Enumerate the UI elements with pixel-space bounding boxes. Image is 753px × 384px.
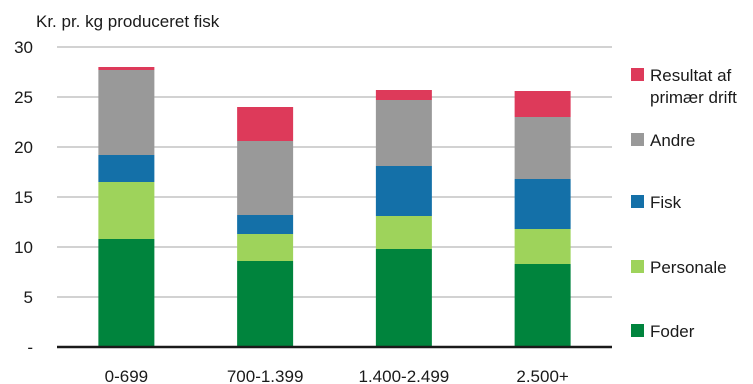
bar-segment (514, 229, 571, 264)
bar-segment (237, 107, 294, 141)
y-tick-label: 20 (14, 138, 33, 157)
y-axis-label: Kr. pr. kg produceret fisk (36, 12, 220, 31)
x-tick-label: 0-699 (105, 367, 148, 384)
bar-segment (98, 155, 155, 182)
y-tick-label: - (27, 338, 33, 357)
bar-segment (237, 261, 294, 347)
legend-label: Resultat af primær drift (650, 66, 737, 107)
legend-label: Fisk (650, 193, 682, 212)
y-axis-ticks: - 5 10 15 20 25 30 (14, 38, 33, 357)
legend-swatch (631, 133, 644, 146)
legend-swatch (631, 324, 644, 337)
legend-label: Andre (650, 131, 695, 150)
x-tick-label: 2.500+ (516, 367, 569, 384)
bar-segment (375, 249, 432, 347)
legend-swatch (631, 68, 644, 81)
y-tick-label: 30 (14, 38, 33, 57)
legend-label: Personale (650, 258, 727, 277)
x-axis-ticks: 0-699 700-1.399 1.400-2.499 2.500+ (105, 367, 569, 384)
legend-swatch (631, 195, 644, 208)
legend-swatch (631, 260, 644, 273)
bar-segment (237, 141, 294, 215)
bar-segment (237, 234, 294, 261)
bar-segment (375, 100, 432, 166)
x-tick-label: 700-1.399 (227, 367, 304, 384)
bar-segment (514, 91, 571, 117)
bar-segment (98, 182, 155, 239)
y-tick-label: 5 (24, 288, 33, 307)
y-tick-label: 15 (14, 188, 33, 207)
legend: Resultat af primær drift Andre Fisk Personal… (631, 66, 737, 341)
y-tick-label: 10 (14, 238, 33, 257)
bars (98, 67, 571, 347)
bar-segment (375, 90, 432, 100)
legend-label: Foder (650, 322, 695, 341)
bar-segment (514, 264, 571, 347)
bar-segment (98, 70, 155, 155)
bar-segment (514, 179, 571, 229)
bar-segment (514, 117, 571, 179)
bar-segment (98, 239, 155, 347)
y-tick-label: 25 (14, 88, 33, 107)
x-tick-label: 1.400-2.499 (359, 367, 450, 384)
bar-segment (98, 67, 155, 70)
bar-segment (375, 166, 432, 216)
bar-segment (375, 216, 432, 249)
bar-segment (237, 215, 294, 234)
